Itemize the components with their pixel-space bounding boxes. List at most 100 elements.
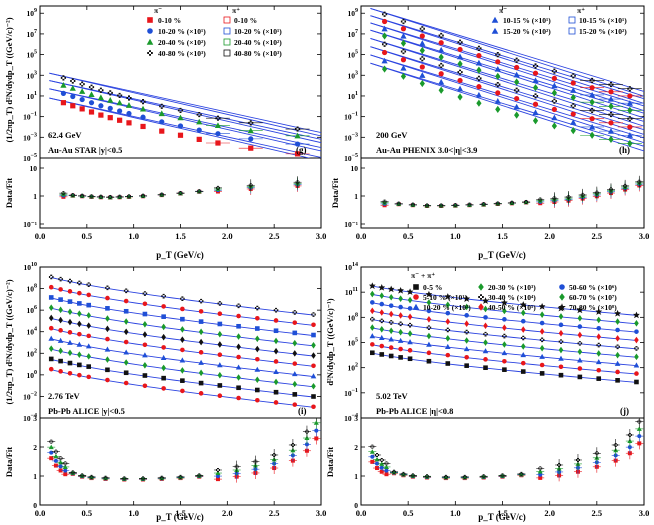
data-point (79, 106, 85, 112)
data-point (398, 304, 403, 310)
data-point (292, 339, 298, 347)
data-point (177, 114, 184, 121)
data-point (217, 352, 223, 358)
y-tick-exponent: 2 (355, 363, 358, 369)
ratio-point (594, 451, 599, 456)
data-point (608, 111, 614, 118)
data-point (70, 78, 76, 84)
data-point (105, 306, 110, 311)
data-point (476, 53, 482, 59)
y-tick-exponent: 2 (34, 348, 37, 354)
panel-h-xlabel: p_T (GeV/c) (478, 250, 526, 260)
y-tick-label: 108 (348, 312, 359, 322)
ratio-point (410, 473, 415, 478)
y-tick-label: 10−3 (344, 132, 358, 142)
data-point (159, 119, 165, 125)
data-point (426, 299, 432, 306)
fit-curve (370, 46, 644, 135)
data-point (107, 90, 113, 96)
data-point (532, 84, 539, 92)
y-tick-exponent: −1 (31, 112, 37, 118)
data-point (142, 352, 148, 358)
y-tick-label: 10−4 (23, 413, 37, 423)
data-point (311, 332, 316, 338)
y-tick-exponent: 3 (34, 70, 37, 76)
data-point (633, 362, 640, 368)
y-tick-exponent: 5 (34, 50, 37, 56)
data-point (589, 98, 595, 106)
data-point (273, 378, 279, 386)
legend-label: 5-10 % (×10¹) (423, 293, 468, 302)
data-point (273, 368, 279, 375)
ratio-point (178, 191, 183, 196)
data-point (388, 310, 394, 318)
panel-j-legend: π⁻ + π⁺ 0-5 %5-10 % (×10¹)10-20 % (×10²) 2… (411, 271, 617, 312)
data-point (67, 371, 73, 376)
data-point (445, 352, 451, 358)
data-point (444, 293, 452, 300)
y-tick-exponent: −5 (352, 153, 358, 159)
ratio-point (382, 199, 387, 204)
y-tick-exponent: 5 (355, 338, 358, 344)
x-tick-label: 2.0 (544, 231, 555, 241)
panel-g: 0.0 0.5 1.0 1.5 2.0 2.5 3.010−510−310−11011031… (4, 5, 326, 260)
data-point (86, 302, 92, 308)
data-point (626, 132, 633, 138)
ratio-y-tick-label: 1 (33, 192, 37, 201)
ratio-point (384, 472, 389, 477)
data-point (378, 334, 385, 340)
data-point (400, 64, 407, 71)
ratio-point (401, 471, 406, 476)
ratio-point (375, 452, 380, 457)
data-point (198, 328, 204, 336)
data-point (457, 69, 463, 75)
data-point (457, 77, 463, 84)
panel-h-ratio-points (380, 175, 644, 208)
panel-g-xlabel: p_T (GeV/c) (156, 250, 204, 260)
data-point (217, 341, 223, 348)
ratio-point (637, 434, 642, 439)
data-point (196, 136, 202, 142)
data-point (379, 318, 385, 324)
data-point (502, 324, 507, 332)
data-point (48, 274, 54, 280)
y-tick-label: 107 (348, 29, 359, 39)
data-point (589, 91, 596, 98)
y-tick-label: 1014 (345, 262, 359, 272)
data-point (142, 361, 148, 369)
ratio-point (117, 194, 122, 199)
ratio-point (80, 193, 85, 198)
panel-i-label: (i) (298, 406, 307, 416)
data-point (577, 366, 583, 371)
data-point (570, 73, 576, 79)
ratio-point (623, 183, 628, 188)
data-point (86, 312, 92, 319)
data-point (196, 118, 203, 125)
ratio-point (627, 445, 632, 450)
data-point (76, 341, 83, 347)
panel-g-ylabel: (1/2πp_T) d²N/dydp_T ((GeV/c)⁻²) (4, 17, 14, 142)
data-point (160, 354, 167, 360)
ratio-point (379, 461, 385, 466)
data-point (379, 309, 385, 316)
data-point (438, 53, 444, 61)
data-point (634, 379, 639, 385)
data-point (69, 85, 76, 91)
data-point (615, 344, 620, 350)
ratio-point (304, 442, 309, 447)
legend-label: 10-20 % (×10¹) (158, 27, 206, 36)
ratio-point (637, 419, 642, 424)
data-point (123, 328, 129, 336)
data-point (379, 352, 385, 357)
ratio-point (53, 463, 58, 468)
data-point (70, 93, 76, 100)
data-point (419, 56, 425, 62)
data-point (379, 343, 385, 349)
data-point (615, 351, 620, 359)
y-tick-label: 102 (27, 348, 38, 358)
ratio-point (425, 203, 430, 208)
data-point (273, 347, 279, 355)
data-point (98, 112, 104, 118)
data-point (255, 315, 260, 321)
panel-i-axis-ticks: 0.0 0.5 1.0 1.5 2.0 2.5 3.010−410−210010210410… (23, 262, 326, 518)
